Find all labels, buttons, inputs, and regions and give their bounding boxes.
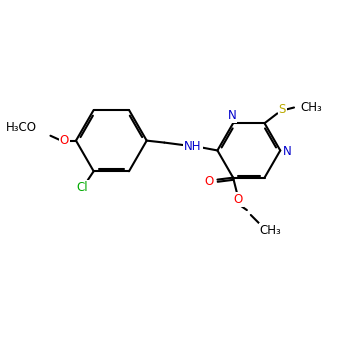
Text: NH: NH (184, 140, 202, 153)
Text: N: N (228, 109, 237, 122)
Text: CH₃: CH₃ (301, 101, 323, 114)
Text: O: O (233, 193, 243, 206)
Text: H₃CO: H₃CO (6, 121, 37, 134)
Text: Cl: Cl (76, 181, 88, 195)
Text: O: O (204, 175, 213, 188)
Text: S: S (279, 103, 286, 116)
Text: CH₃: CH₃ (260, 224, 281, 237)
Text: N: N (283, 145, 292, 158)
Text: O: O (60, 134, 69, 147)
